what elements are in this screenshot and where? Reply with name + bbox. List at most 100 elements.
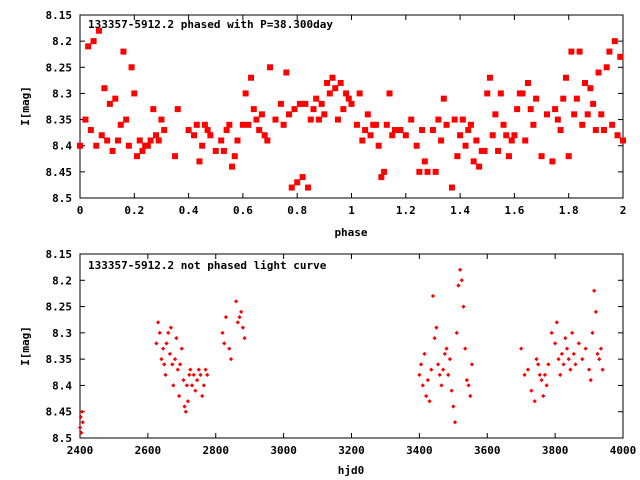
data-point xyxy=(592,288,597,293)
data-point xyxy=(614,132,621,139)
data-point xyxy=(294,179,301,186)
data-point xyxy=(326,90,333,97)
data-point xyxy=(470,158,477,165)
data-point xyxy=(422,351,427,357)
data-point xyxy=(454,330,459,335)
data-point xyxy=(329,74,336,81)
data-point xyxy=(318,100,325,107)
data-point xyxy=(391,127,398,134)
data-point xyxy=(172,153,179,160)
data-point xyxy=(456,283,461,288)
data-point xyxy=(159,357,164,362)
x-tick-label: 2600 xyxy=(135,444,162,457)
x-tick-label: 1.8 xyxy=(559,204,579,217)
data-point xyxy=(576,341,582,346)
data-point xyxy=(184,383,190,388)
data-point xyxy=(549,330,554,335)
plot-title: 133357-5912.2 not phased light curve xyxy=(88,259,327,272)
data-point xyxy=(90,38,97,45)
data-point xyxy=(590,330,595,335)
data-point xyxy=(560,95,567,102)
data-point xyxy=(600,367,605,372)
data-point xyxy=(457,267,463,272)
data-point xyxy=(174,106,181,113)
data-point xyxy=(558,372,563,378)
data-point xyxy=(568,48,575,55)
data-point xyxy=(448,184,455,191)
data-point xyxy=(430,293,436,299)
data-point xyxy=(446,372,451,378)
y-tick-label: 8.4 xyxy=(52,140,72,153)
data-point xyxy=(424,393,429,399)
data-point xyxy=(432,335,437,341)
data-point xyxy=(539,378,544,383)
data-point xyxy=(451,116,458,123)
data-point xyxy=(511,132,518,139)
data-point xyxy=(153,132,160,139)
data-points xyxy=(77,27,626,191)
plot-title: 133357-5912.2 phased with P=38.300day xyxy=(88,18,333,31)
data-point xyxy=(204,127,211,134)
data-point xyxy=(77,142,83,149)
x-tick-label: 3600 xyxy=(474,444,501,457)
data-point xyxy=(131,90,138,97)
data-point xyxy=(425,378,430,383)
data-point xyxy=(280,121,287,128)
data-point xyxy=(188,367,193,372)
data-point xyxy=(305,184,312,191)
data-point xyxy=(408,116,415,123)
data-point xyxy=(196,367,201,372)
data-point xyxy=(250,106,257,113)
data-point xyxy=(435,116,442,123)
data-point xyxy=(424,168,431,175)
x-tick-label: 0.2 xyxy=(124,204,144,217)
data-point xyxy=(356,90,363,97)
y-tick-label: 8.15 xyxy=(46,248,73,261)
x-tick-label: 3200 xyxy=(338,444,365,457)
data-point xyxy=(261,132,268,139)
data-point xyxy=(459,116,466,123)
x-tick-label: 0.8 xyxy=(287,204,307,217)
data-point xyxy=(611,38,618,45)
data-point xyxy=(566,357,571,362)
data-point xyxy=(559,351,565,357)
x-tick-label: 2800 xyxy=(203,444,230,457)
data-point xyxy=(600,127,607,134)
x-tick-label: 2 xyxy=(620,204,627,217)
y-tick-label: 8.25 xyxy=(46,61,73,74)
y-axis-label: I[mag] xyxy=(19,326,32,366)
plot-frame xyxy=(79,253,624,439)
data-point xyxy=(505,153,512,160)
data-point xyxy=(334,116,341,123)
data-point xyxy=(595,69,602,76)
data-point xyxy=(161,346,166,351)
phased-light-curve-plot: 133357-5912.2 phased with P=38.300day ph… xyxy=(19,9,626,239)
data-point xyxy=(571,111,578,118)
data-point xyxy=(125,142,132,149)
data-point xyxy=(440,95,447,102)
data-point xyxy=(429,127,436,134)
data-point xyxy=(454,153,461,160)
data-point xyxy=(538,153,545,160)
data-point xyxy=(79,409,85,414)
data-point xyxy=(534,357,539,362)
data-point xyxy=(508,137,515,144)
data-point xyxy=(286,111,293,118)
data-point xyxy=(497,90,504,97)
data-point xyxy=(199,142,206,149)
data-point xyxy=(473,137,480,144)
data-point xyxy=(359,137,366,144)
data-point xyxy=(569,330,575,335)
data-point xyxy=(87,127,94,134)
data-point xyxy=(82,116,89,123)
data-point xyxy=(240,325,246,330)
data-point xyxy=(223,314,229,320)
data-point xyxy=(432,168,439,175)
y-tick-label: 8.25 xyxy=(46,301,73,314)
data-point xyxy=(537,372,542,378)
data-point xyxy=(597,357,602,362)
data-point xyxy=(583,346,588,351)
data-point xyxy=(185,127,192,134)
data-point xyxy=(85,43,92,50)
